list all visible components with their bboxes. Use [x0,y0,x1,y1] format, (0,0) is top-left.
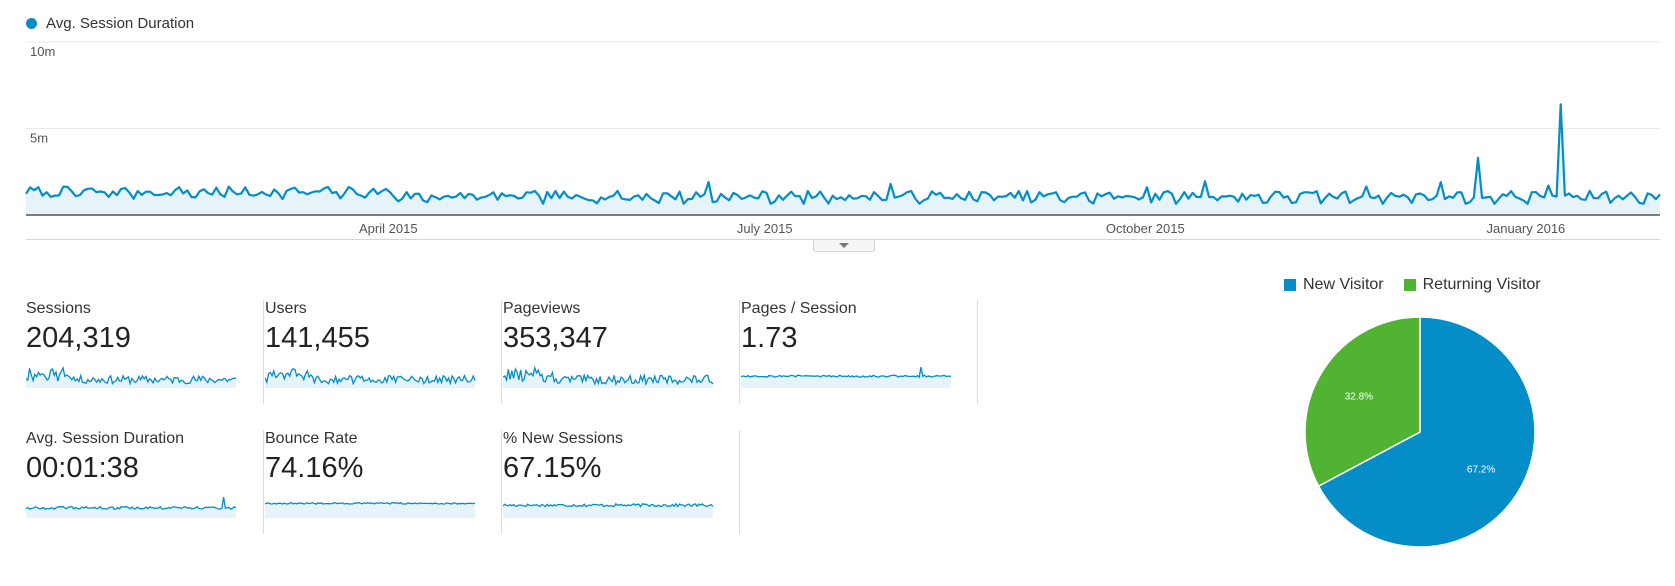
metric-label: % New Sessions [503,430,624,447]
legend-swatch-new [1284,279,1296,291]
series-dot-icon [26,18,37,29]
metric-value: 74.16% [265,452,364,484]
legend-label-returning: Returning Visitor [1422,276,1541,293]
pie-slice-label: 67.2% [1467,465,1495,476]
legend-item-new-visitor[interactable]: New Visitor [1284,276,1384,294]
sparkline-line [265,368,476,386]
legend-label-new: New Visitor [1303,276,1384,293]
metric-label: Pages / Session [741,300,857,317]
x-tick-label: October 2015 [1106,221,1185,236]
timeline-legend-label: Avg. Session Duration [46,15,195,32]
users-sparkline [265,368,476,388]
sparkline-area [503,503,713,518]
legend-item-returning-visitor[interactable]: Returning Visitor [1403,276,1541,294]
metric-value: 141,455 [265,322,370,354]
sparkline-line [503,365,714,387]
metric-value: 1.73 [741,322,798,354]
sparkline-line [741,366,952,379]
visitor-pie-legend: New Visitor Returning Visitor [1284,276,1541,294]
legend-swatch-returning [1403,279,1416,291]
visitor-type-pie-chart: 67.2% 32.8% [1304,316,1536,548]
y-tick-label: 5m [30,131,48,146]
sessions-sparkline [26,365,237,388]
metric-tile-sessions[interactable]: Sessions 204,319 [26,300,264,404]
chart-collapse-toggle[interactable] [813,240,875,252]
y-tick-label: 10m [30,44,55,59]
metric-value: 353,347 [503,322,608,354]
avg-session-duration-sparkline [26,496,237,518]
timeline-legend[interactable]: Avg. Session Duration [26,15,194,32]
series-area-fill [26,104,1660,215]
metric-tile-bounce-rate[interactable]: Bounce Rate 74.16% [264,430,502,534]
sparkline-line [26,365,237,386]
x-tick-label: April 2015 [359,221,418,236]
metric-tile-avg-session-duration[interactable]: Avg. Session Duration 00:01:38 [26,430,264,534]
triangle-down-icon [839,243,849,248]
session-duration-line-chart: 10m 5m April 2015 July 2015 October 2015 Janu… [25,41,1661,240]
metric-tile-users[interactable]: Users 141,455 [264,300,502,404]
x-tick-label: January 2016 [1487,221,1566,236]
pie-slice-returning-visitor [1304,316,1421,488]
pageviews-sparkline [503,365,714,388]
metric-label: Sessions [26,300,91,317]
sparkline-area [741,367,951,388]
metric-label: Avg. Session Duration [26,430,185,447]
sparkline-area [26,367,236,388]
pie-slice-new-visitor [1317,316,1536,548]
pie-slice-label: 32.8% [1345,391,1373,402]
metric-label: Bounce Rate [265,430,358,447]
metric-value: 67.15% [503,452,602,484]
sparkline-area [265,368,475,388]
new-sessions-sparkline [503,502,714,518]
sparkline-area [503,367,713,388]
series-line-avg-session-duration [25,103,1661,205]
sparkline-line [265,501,476,505]
metric-label: Pageviews [503,300,581,317]
sparkline-area [26,497,236,518]
metric-label: Users [265,300,307,317]
metric-tile-pages-per-session[interactable]: Pages / Session 1.73 [740,300,978,404]
metric-tile-new-sessions[interactable]: % New Sessions 67.15% [502,430,740,534]
pages-per-session-sparkline [741,366,952,388]
bounce-rate-sparkline [265,501,476,518]
metric-tile-pageviews[interactable]: Pageviews 353,347 [502,300,740,404]
x-tick-label: July 2015 [737,221,793,236]
sparkline-line [503,502,714,508]
metric-value: 204,319 [26,322,131,354]
sparkline-line [26,496,237,511]
metric-value: 00:01:38 [26,452,139,484]
sparkline-area [265,502,475,518]
